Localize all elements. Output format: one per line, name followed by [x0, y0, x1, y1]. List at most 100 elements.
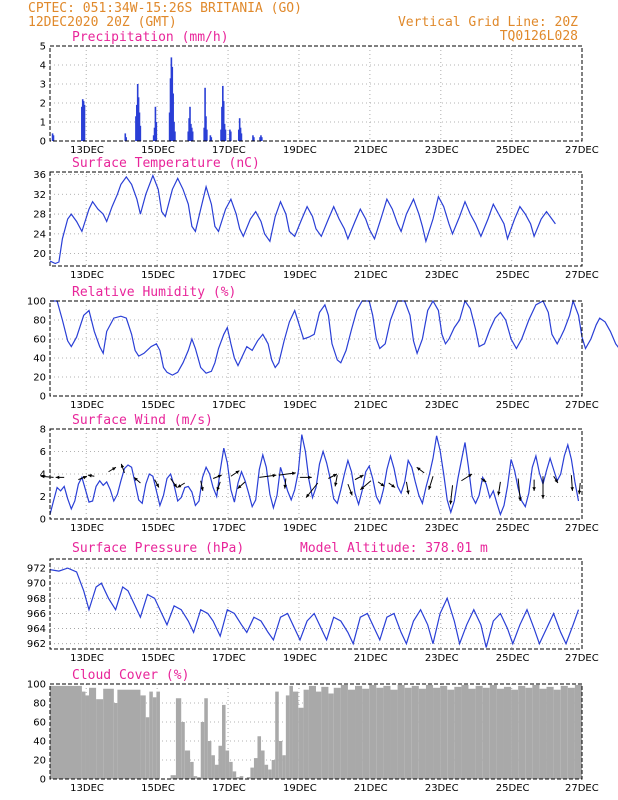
- cloud-bar: [440, 685, 448, 779]
- wind-ytick-label: 0: [40, 515, 46, 526]
- wind-vector-head: [216, 486, 220, 491]
- cloud-bar: [298, 707, 304, 779]
- precip-xtick-label: 13DEC: [70, 145, 104, 156]
- pressure-xtick-label: 13DEC: [70, 653, 104, 664]
- wind-xtick-label: 17DEC: [212, 523, 246, 534]
- temp-ytick-label: 28: [33, 210, 46, 221]
- wind-vector-head: [349, 491, 353, 496]
- cloud-bar: [85, 695, 90, 779]
- precip-bar: [259, 137, 261, 141]
- wind-vector-head: [428, 485, 432, 490]
- pressure-xtick-label: 21DEC: [354, 653, 388, 664]
- pressure-panel: 13DEC 15DEC 17DEC 19DEC 21DEC 23DEC 25DEC 27DEC…: [27, 541, 599, 664]
- cloud-bar: [362, 688, 370, 779]
- cloud-bar: [355, 685, 363, 779]
- cloud-bar: [184, 750, 191, 779]
- cloud-bar: [200, 722, 205, 779]
- precip-xtick-label: 27DEC: [565, 145, 599, 156]
- wind-vector-head: [40, 474, 45, 479]
- rh-xtick-label: 15DEC: [141, 400, 175, 411]
- temp-xtick-label: 23DEC: [425, 270, 459, 281]
- cloud-bar: [316, 691, 322, 779]
- cloud-panel: 13DEC 15DEC 17DEC 19DEC 21DEC 23DEC 25DEC 27DEC…: [27, 668, 599, 794]
- temp-xtick-label: 15DEC: [141, 270, 175, 281]
- cloud-bar: [197, 777, 201, 779]
- wind-vector-head: [482, 478, 487, 482]
- temp-ytick-label: 32: [33, 190, 46, 201]
- cloud-ytick-label: 100: [27, 680, 46, 691]
- cloud-bar: [246, 777, 251, 779]
- wind-vector-head: [155, 483, 159, 488]
- wind-xtick-label: 19DEC: [283, 523, 317, 534]
- pressure-ytick-label: 966: [27, 609, 46, 620]
- precip-bar: [204, 87, 206, 141]
- wind-vector-head: [82, 475, 87, 480]
- precip-bar: [168, 112, 171, 141]
- cloud-bar: [574, 684, 582, 779]
- wind-vector-head: [177, 484, 182, 488]
- wind-vector-head: [391, 484, 396, 488]
- precip-ytick-label: 0: [40, 137, 46, 148]
- precip-bar: [187, 131, 190, 141]
- cloud-bar: [321, 686, 329, 779]
- pressure-ytick-label: 962: [27, 639, 46, 650]
- wind-frame: [49, 428, 583, 520]
- wind-vector-head: [532, 487, 536, 491]
- pressure-ytick-label: 964: [27, 624, 46, 635]
- cloud-bar: [503, 686, 512, 779]
- cloud-bar: [225, 750, 230, 779]
- precip-bar: [170, 57, 173, 141]
- precip-frame: [49, 45, 583, 142]
- cloud-bar: [232, 771, 237, 779]
- cloud-bar: [489, 684, 497, 779]
- pressure-ytick-label: 970: [27, 579, 46, 590]
- wind-vector-head: [55, 475, 60, 480]
- cloud-bar: [525, 687, 533, 779]
- precip-bar: [154, 106, 157, 141]
- precip-bar: [137, 97, 140, 141]
- cloud-bar: [560, 685, 568, 779]
- temp-panel: 13DEC 15DEC 17DEC 19DEC 21DEC 23DEC 25DEC 27DEC…: [33, 156, 598, 281]
- precip-bar: [135, 116, 137, 141]
- precip-bar: [222, 85, 224, 141]
- wind-vector-head: [449, 500, 453, 505]
- cloud-frame: [49, 683, 583, 780]
- cloud-bar: [397, 684, 405, 779]
- cloud-bar: [207, 741, 212, 779]
- cloud-bar: [103, 688, 114, 779]
- cloud-bar: [149, 691, 153, 779]
- precip-xtick-label: 23DEC: [425, 145, 459, 156]
- wind-vector-head: [406, 490, 410, 495]
- precip-bar: [169, 78, 172, 141]
- precip-bar: [205, 116, 207, 141]
- wind-vector-head: [134, 477, 138, 482]
- wind-title: Surface Wind (m/s): [72, 413, 213, 428]
- cloud-ytick-label: 40: [33, 737, 46, 748]
- rh-series-line: [50, 298, 618, 376]
- wind-vector-head: [237, 484, 242, 489]
- wind-vector-head: [554, 479, 558, 483]
- wind-vector-head: [468, 474, 473, 478]
- cloud-bar: [328, 693, 334, 779]
- header-run-date: 12DEC2020 20Z (GMT): [28, 15, 177, 30]
- rh-panel: 13DEC 15DEC 17DEC 19DEC 21DEC 23DEC 25DEC 27DEC…: [27, 285, 618, 411]
- precip-bar: [81, 99, 84, 141]
- cloud-ytick-label: 0: [40, 775, 46, 786]
- cloud-xtick-label: 15DEC: [141, 783, 175, 794]
- cloud-bar: [193, 776, 198, 779]
- cloud-xtick-label: 25DEC: [496, 783, 530, 794]
- rh-xtick-label: 19DEC: [283, 400, 317, 411]
- cloud-title: Cloud Cover (%): [72, 668, 189, 683]
- cloud-bar: [308, 685, 316, 779]
- precip-bar: [190, 123, 192, 141]
- precip-xtick-label: 25DEC: [496, 145, 530, 156]
- wind-xtick-label: 25DEC: [496, 523, 530, 534]
- precip-bar: [152, 135, 155, 141]
- precip-bar: [190, 127, 193, 141]
- cloud-bar: [292, 691, 299, 779]
- rh-frame: [49, 300, 583, 397]
- precip-bar: [240, 133, 243, 141]
- wind-vector-head: [87, 474, 92, 478]
- precip-ytick-label: 5: [40, 42, 46, 53]
- cloud-bar: [117, 689, 141, 779]
